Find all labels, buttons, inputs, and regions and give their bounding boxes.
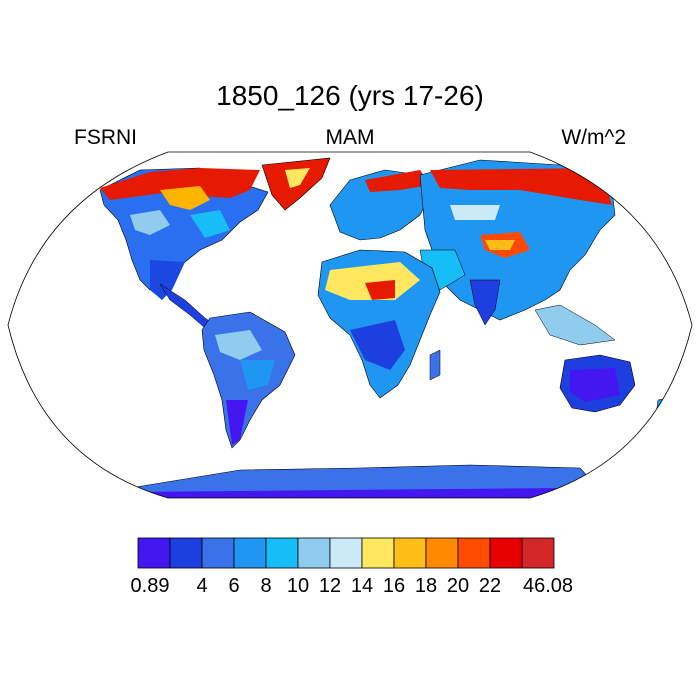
season-label: MAM — [325, 126, 375, 149]
colorbar-swatch — [297, 537, 331, 569]
colorbar-tick-label: 22 — [478, 575, 502, 597]
colorbar-swatch — [233, 537, 267, 569]
colorbar-swatch — [201, 537, 235, 569]
colorbar-swatch — [393, 537, 427, 569]
plot-title: 1850_126 (yrs 17-26) — [216, 80, 484, 111]
colorbar-swatch — [169, 537, 203, 569]
globe-outline — [7, 151, 693, 499]
colorbar-tick-label: 10 — [286, 575, 310, 597]
colorbar-swatch — [361, 537, 395, 569]
colorbar-swatch — [457, 537, 491, 569]
colorbar-tick-label: 8 — [260, 575, 272, 597]
colorbar-swatch — [521, 537, 555, 569]
colorbar-swatch — [489, 537, 523, 569]
colorbar-tick-label: 46.08 — [522, 575, 574, 597]
colorbar-tick-label: 16 — [382, 575, 406, 597]
colorbar-swatch — [329, 537, 363, 569]
units-label: W/m^2 — [561, 126, 626, 149]
colorbar-tick-label: 14 — [350, 575, 374, 597]
colorbar-tick-label: 20 — [446, 575, 470, 597]
land-masses — [99, 157, 669, 498]
colorbar-swatch — [265, 537, 299, 569]
colorbar-tick-label: 0.89 — [130, 575, 170, 597]
colorbar-tick-label: 4 — [196, 575, 208, 597]
variable-label: FSRNI — [74, 126, 137, 149]
colorbar-swatch — [137, 537, 171, 569]
colorbar-tick-label: 18 — [414, 575, 438, 597]
colorbar-tick-label: 6 — [228, 575, 240, 597]
colorbar-swatch — [425, 537, 459, 569]
colorbar-tick-label: 12 — [318, 575, 342, 597]
